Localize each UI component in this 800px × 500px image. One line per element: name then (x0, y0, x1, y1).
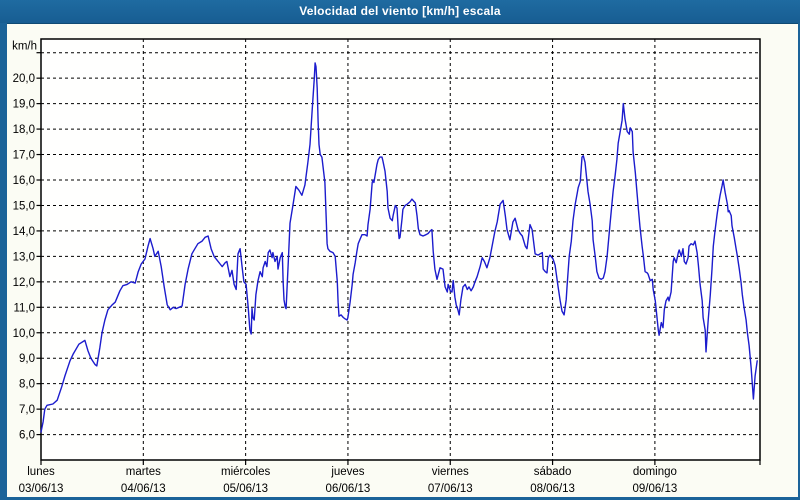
y-tick-label: 16,0 (13, 175, 35, 187)
y-tick-label: 7,0 (19, 404, 35, 416)
window-title: Velocidad del viento [km/h] escala (299, 4, 501, 18)
x-date-label: 06/06/13 (326, 483, 371, 495)
window-border-right (798, 23, 800, 500)
y-tick-label: 6,0 (19, 430, 35, 442)
window-border-left (0, 23, 7, 500)
x-date-label: 05/06/13 (223, 483, 268, 495)
y-tick-label: 17,0 (13, 150, 35, 162)
wind-speed-line (40, 62, 758, 433)
x-day-label: lunes (27, 466, 55, 478)
y-tick-label: 13,0 (13, 251, 35, 263)
y-axis-unit-label: km/h (12, 41, 37, 53)
y-tick-label: 18,0 (13, 124, 35, 136)
x-day-label: miércoles (221, 466, 270, 478)
y-tick-label: 10,0 (13, 328, 35, 340)
x-date-label: 03/06/13 (19, 483, 64, 495)
y-tick-label: 12,0 (13, 277, 35, 289)
x-day-label: martes (126, 466, 161, 478)
plot-border (40, 38, 761, 461)
y-tick-label: 9,0 (19, 353, 35, 365)
window-border-bottom (0, 497, 800, 500)
y-tick-label: 14,0 (13, 226, 35, 238)
x-day-label: jueves (330, 466, 364, 478)
x-date-label: 08/06/13 (530, 483, 575, 495)
title-bar: Velocidad del viento [km/h] escala (0, 0, 800, 24)
x-date-label: 07/06/13 (428, 483, 473, 495)
x-day-label: domingo (633, 466, 677, 478)
x-date-label: 09/06/13 (633, 483, 678, 495)
y-tick-label: 8,0 (19, 379, 35, 391)
x-date-label: 04/06/13 (121, 483, 166, 495)
y-tick-label: 19,0 (13, 99, 35, 111)
x-day-label: viernes (432, 466, 469, 478)
x-day-label: sábado (534, 466, 572, 478)
y-tick-label: 11,0 (13, 302, 35, 314)
y-tick-label: 20,0 (13, 73, 35, 85)
y-tick-label: 15,0 (13, 200, 35, 212)
plot-background (41, 39, 760, 460)
